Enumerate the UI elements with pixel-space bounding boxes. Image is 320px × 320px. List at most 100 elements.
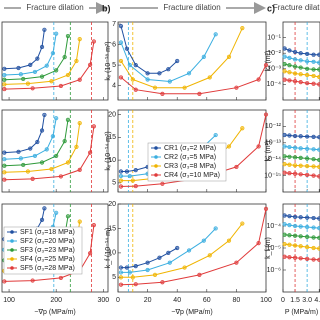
data-point — [201, 54, 206, 59]
data-point — [152, 85, 158, 90]
data-point — [317, 60, 320, 65]
data-point — [292, 64, 298, 69]
data-point — [77, 167, 82, 172]
data-point — [39, 74, 45, 79]
data-point — [77, 37, 82, 42]
data-point — [287, 78, 292, 83]
data-point — [65, 72, 71, 78]
data-point — [32, 69, 38, 75]
data-point — [317, 82, 320, 87]
data-point — [166, 67, 171, 72]
data-point — [118, 178, 124, 183]
data-point — [77, 219, 82, 224]
data-point — [287, 144, 292, 150]
data-point — [305, 172, 310, 178]
data-point — [311, 157, 316, 162]
series-line — [4, 41, 95, 90]
data-point — [298, 80, 303, 85]
data-point — [287, 63, 292, 68]
data-point — [30, 278, 35, 283]
data-point — [234, 85, 239, 90]
data-point — [287, 154, 292, 159]
series-line — [4, 29, 45, 70]
data-point — [2, 279, 7, 284]
data-point — [305, 256, 310, 261]
data-point — [157, 71, 162, 76]
data-point — [292, 145, 298, 150]
legend-marker — [10, 239, 14, 243]
data-point — [287, 133, 292, 138]
data-point — [226, 144, 232, 149]
data-point — [87, 150, 93, 155]
data-point — [118, 40, 124, 45]
data-point — [39, 160, 45, 165]
x-tick-label: 200 — [50, 297, 62, 304]
data-point — [282, 54, 287, 59]
data-point — [91, 124, 96, 129]
y-tick-label: 10 — [108, 157, 116, 164]
axes-frame — [1, 109, 109, 193]
data-point — [58, 275, 63, 281]
data-point — [305, 163, 310, 169]
data-point — [2, 82, 7, 87]
data-point — [311, 81, 316, 86]
data-point — [87, 62, 93, 68]
data-point — [317, 235, 320, 240]
data-point — [263, 63, 269, 68]
data-point — [282, 46, 287, 51]
data-point — [282, 213, 287, 218]
data-point — [292, 133, 298, 139]
data-point — [42, 27, 47, 32]
x-axis-label: −∇p (MPa/m) — [34, 308, 75, 316]
data-point — [311, 134, 316, 139]
data-point — [160, 91, 165, 96]
data-point — [54, 210, 59, 215]
y-axis-label: kₓ (10⁻¹⁴ m²) — [105, 131, 112, 170]
x-axis-label: −∇p (MPa/m) — [171, 308, 212, 316]
axes-frame — [117, 109, 267, 193]
data-point — [282, 77, 287, 82]
data-point — [2, 66, 7, 71]
header-bg — [21, 2, 89, 14]
data-point — [234, 164, 239, 170]
legend-marker — [154, 173, 158, 177]
data-point — [28, 62, 33, 68]
x-tick-label: 80 — [233, 297, 241, 304]
data-point — [298, 256, 303, 261]
legend-label: CR1 (σ₃=2 MPa) — [164, 145, 216, 152]
data-point — [282, 222, 287, 227]
legend-label: SF1 (σ₃=18 MPa) — [20, 229, 75, 236]
data-point — [305, 224, 310, 230]
y-tick-label: 10 — [108, 250, 116, 257]
data-point — [35, 139, 40, 145]
series-line — [120, 27, 243, 89]
data-point — [2, 177, 7, 182]
data-point — [298, 155, 303, 161]
data-point — [118, 169, 124, 174]
data-point — [124, 46, 129, 51]
data-point — [305, 51, 310, 57]
data-point — [317, 67, 320, 72]
data-point — [287, 222, 292, 228]
data-point — [54, 153, 59, 159]
y-tick-label: 5 — [112, 62, 116, 69]
data-point — [133, 263, 138, 269]
legend-label: SF4 (σ₃=25 MPa) — [20, 256, 75, 263]
data-point — [118, 270, 124, 275]
data-point — [2, 170, 7, 175]
data-point — [305, 146, 310, 151]
data-point — [21, 162, 26, 168]
data-point — [25, 81, 31, 86]
data-point — [298, 224, 303, 229]
data-point — [145, 71, 150, 76]
data-point — [292, 155, 298, 160]
y-axis-label: kₓ (10⁻¹⁸ m²) — [105, 41, 112, 80]
y-tick-label: 20 — [108, 201, 116, 208]
data-point — [160, 280, 165, 285]
legend-marker — [10, 230, 14, 234]
data-point — [292, 214, 298, 219]
y-tick-label: 10⁻¹⁵ — [264, 172, 281, 179]
data-point — [91, 223, 96, 228]
legend-marker — [10, 257, 14, 261]
data-point — [213, 226, 218, 231]
